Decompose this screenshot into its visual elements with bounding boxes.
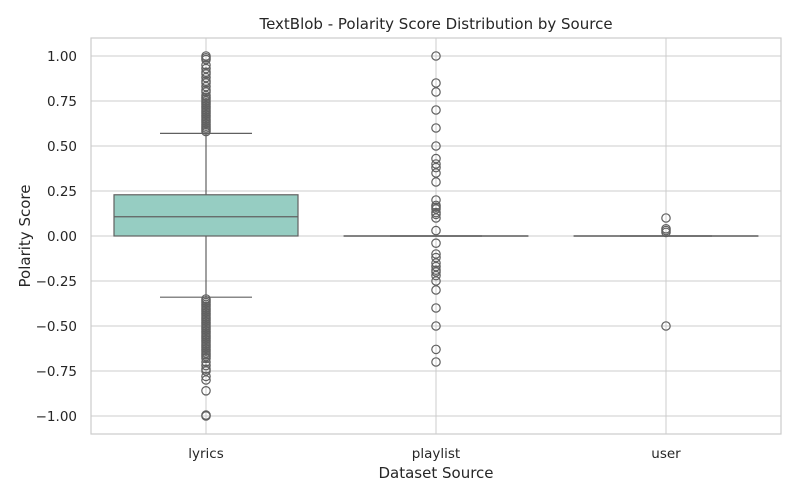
outlier-point — [201, 353, 211, 364]
outlier-point — [201, 357, 211, 367]
outlier-point — [201, 366, 211, 376]
outlier-point — [431, 204, 441, 214]
outlier-point — [201, 360, 211, 371]
outlier-point — [201, 371, 211, 382]
iqr-box — [113, 194, 299, 237]
outlier-point — [431, 276, 441, 286]
outlier-point — [431, 153, 441, 164]
outlier-point — [431, 213, 441, 223]
outlier-point — [431, 285, 441, 295]
chart-title: TextBlob - Polarity Score Distribution b… — [258, 15, 612, 33]
y-tick-label: 0.50 — [47, 139, 77, 155]
y-tick-label: 0.00 — [47, 229, 77, 245]
outlier-point — [201, 54, 211, 65]
outlier-point — [201, 126, 211, 137]
box-playlist — [343, 51, 529, 367]
outlier-point — [431, 51, 441, 61]
outlier-point — [431, 225, 441, 236]
outlier-point — [431, 267, 441, 277]
outlier-point — [201, 60, 211, 70]
y-axis-label: Polarity Score — [16, 185, 34, 288]
y-tick-label: 0.25 — [47, 184, 77, 200]
outlier-point — [431, 195, 441, 205]
outlier-point — [431, 258, 441, 268]
outlier-point — [431, 159, 441, 169]
outlier-point — [431, 209, 441, 220]
outlier-point — [431, 303, 441, 313]
box-user — [573, 213, 759, 331]
outlier-point — [431, 123, 441, 133]
outlier-point — [431, 141, 441, 151]
plot-frame — [90, 37, 782, 435]
outlier-point — [431, 87, 441, 97]
outlier-point — [201, 375, 211, 385]
outlier-point — [431, 105, 441, 115]
outlier-point — [431, 261, 441, 272]
outlier-point — [431, 177, 441, 187]
outlier-point — [201, 385, 211, 396]
x-tick-label: user — [651, 446, 681, 462]
y-tick-label: 1.00 — [47, 49, 77, 65]
outlier-point — [661, 321, 671, 331]
outlier-point — [431, 162, 441, 173]
box-plots — [113, 51, 759, 421]
x-tick-label: lyrics — [188, 446, 224, 462]
y-tick-label: −0.50 — [36, 319, 77, 335]
outlier-point — [431, 357, 441, 367]
x-axis-ticks: lyrics playlist user — [188, 446, 681, 462]
outlier-point — [661, 227, 671, 238]
outlier-point — [431, 168, 441, 178]
y-axis-ticks: −1.00 −0.75 −0.50 −0.25 0.00 0.25 0.50 0.75 1.00 — [36, 49, 77, 425]
outlier-point — [431, 344, 441, 355]
box-lyrics — [113, 51, 299, 421]
x-axis-label: Dataset Source — [378, 464, 493, 482]
y-tick-label: −0.25 — [36, 274, 77, 290]
outlier-point — [431, 238, 441, 248]
y-tick-label: 0.75 — [47, 94, 77, 110]
outlier-point — [201, 410, 211, 420]
y-tick-label: −0.75 — [36, 364, 77, 380]
outlier-point — [661, 213, 671, 223]
outlier-point — [431, 270, 441, 281]
y-tick-label: −1.00 — [36, 409, 77, 425]
outlier-point — [431, 321, 441, 331]
x-tick-label: playlist — [412, 446, 460, 462]
